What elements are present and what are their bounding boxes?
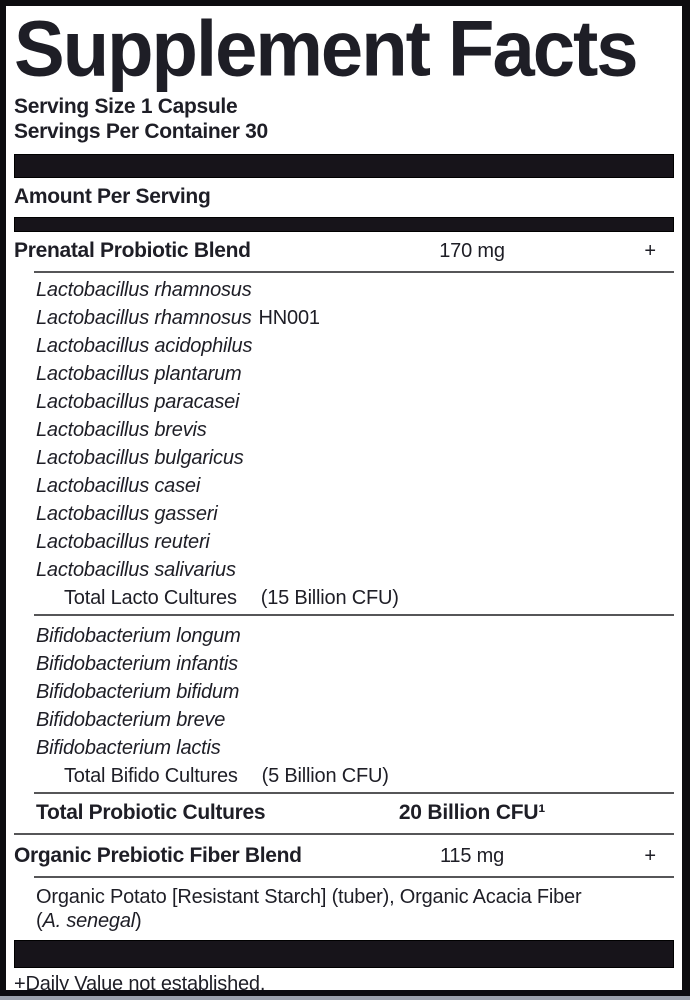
serving-size: Serving Size 1 Capsule (14, 95, 238, 119)
servings-per-container: Servings Per Container 30 (14, 120, 268, 144)
total-probiotic-cultures-row: Total Probiotic Cultures 20 Billion CFU¹ (14, 796, 674, 831)
species-name: Lactobacillus salivarius (36, 558, 236, 581)
fiber-blend-row: Organic Prebiotic Fiber Blend 115 mg + (14, 837, 674, 874)
fiber-blend-name: Organic Prebiotic Fiber Blend (14, 844, 302, 868)
panel-title: Supplement Facts (14, 4, 639, 94)
species-name: Lactobacillus rhamnosus (36, 306, 252, 329)
lacto-total-amount: (15 Billion CFU) (260, 586, 399, 609)
divider-bar-top (14, 154, 674, 179)
species-name: Lactobacillus plantarum (36, 362, 242, 385)
species-row: Lactobacillus reuteri (14, 528, 674, 556)
species-name: Lactobacillus acidophilus (36, 334, 253, 357)
amount-per-serving-header: Amount Per Serving (14, 185, 211, 209)
rule-under-probiotic-blend (34, 271, 674, 274)
open-paren: ( (36, 910, 43, 933)
rule-under-lacto-group (34, 614, 674, 617)
species-name: Lactobacillus paracasei (36, 390, 240, 413)
rule-under-fiber-blend (34, 876, 674, 879)
probiotic-blend-dv: + (644, 239, 656, 262)
species-row: Bifidobacterium bifidum (14, 678, 674, 706)
species-name: Lactobacillus rhamnosus (36, 278, 252, 301)
close-paren: ) (134, 910, 142, 933)
species-name: Lactobacillus casei (36, 474, 201, 497)
species-name: Lactobacillus gasseri (36, 502, 218, 525)
species-latin-name: A. senegal (42, 910, 135, 933)
probiotic-blend-row: Prenatal Probiotic Blend 170 mg + (14, 232, 674, 269)
total-probiotic-label: Total Probiotic Cultures (36, 801, 266, 825)
fiber-blend-ingredients: Organic Potato [Resistant Starch] (tuber… (14, 880, 674, 935)
species-name: Lactobacillus brevis (36, 418, 207, 441)
total-probiotic-amount: 20 Billion CFU¹ (398, 801, 546, 825)
species-row: Lactobacillus rhamnosus (14, 276, 674, 304)
ingredients-line-1: Organic Potato [Resistant Starch] (tuber… (36, 886, 582, 909)
fiber-blend-amount: 115 mg (439, 844, 505, 867)
species-name: Bifidobacterium infantis (36, 652, 238, 675)
lacto-total-label: Total Lacto Cultures (64, 586, 237, 609)
ingredients-line-2: (A. senegal) (36, 909, 674, 933)
species-row: Lactobacillus gasseri (14, 500, 674, 528)
bifido-species-group: Bifidobacterium longum Bifidobacterium i… (14, 622, 674, 790)
species-row: Bifidobacterium breve (14, 706, 674, 734)
probiotic-blend-name: Prenatal Probiotic Blend (14, 239, 251, 263)
species-row: Lactobacillus casei (14, 472, 674, 500)
species-row: Bifidobacterium lactis (14, 734, 674, 762)
bifido-total-amount: (5 Billion CFU) (261, 764, 389, 787)
bifido-total-row: Total Bifido Cultures (5 Billion CFU) (14, 762, 674, 790)
species-strain: HN001 (258, 306, 320, 329)
bifido-total-label: Total Bifido Cultures (64, 764, 238, 787)
divider-bar-mid (14, 217, 674, 233)
species-row: Bifidobacterium longum (14, 622, 674, 650)
species-name: Lactobacillus reuteri (36, 530, 210, 553)
fiber-blend-dv: + (644, 844, 656, 867)
species-row: Lactobacillus salivarius (14, 556, 674, 584)
species-name: Bifidobacterium lactis (36, 736, 221, 759)
species-row: Lactobacillus rhamnosus HN001 (14, 304, 674, 332)
species-row: Lactobacillus plantarum (14, 360, 674, 388)
daily-value-footnote: +Daily Value not established. (14, 973, 266, 996)
lacto-species-group: Lactobacillus rhamnosus Lactobacillus rh… (14, 276, 674, 612)
divider-bar-bottom (14, 940, 674, 969)
lacto-total-row: Total Lacto Cultures (15 Billion CFU) (14, 584, 674, 612)
rule-under-bifido-group (34, 792, 674, 795)
species-name: Bifidobacterium breve (36, 708, 226, 731)
species-row: Lactobacillus bulgaricus (14, 444, 674, 472)
species-row: Lactobacillus paracasei (14, 388, 674, 416)
species-name: Bifidobacterium bifidum (36, 680, 240, 703)
rule-above-fiber-blend (14, 833, 674, 836)
species-name: Bifidobacterium longum (36, 624, 241, 647)
species-row: Lactobacillus acidophilus (14, 332, 674, 360)
species-row: Bifidobacterium infantis (14, 650, 674, 678)
probiotic-blend-amount: 170 mg (439, 239, 505, 262)
species-row: Lactobacillus brevis (14, 416, 674, 444)
species-name: Lactobacillus bulgaricus (36, 446, 244, 469)
